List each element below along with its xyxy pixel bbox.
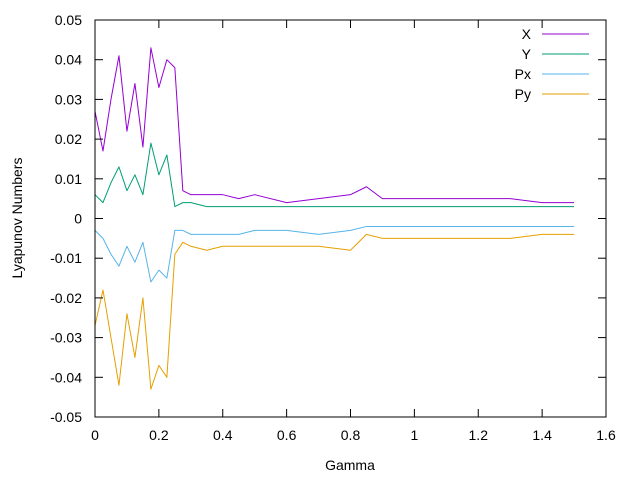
- x-tick-label: 1: [410, 427, 418, 443]
- series-line-y: [94, 142, 575, 208]
- y-tick-label: -0.03: [50, 330, 82, 346]
- legend-label-py: Py: [515, 86, 531, 102]
- series-line-px: [94, 225, 575, 283]
- x-tick-label: 0.4: [213, 427, 233, 443]
- y-tick-label: 0.03: [55, 91, 82, 107]
- y-tick-label: -0.05: [50, 409, 82, 425]
- y-tick-label: 0.04: [55, 52, 82, 68]
- y-tick-label: 0: [74, 211, 82, 227]
- x-tick-label: 1.6: [596, 427, 616, 443]
- legend-label-y: Y: [522, 46, 532, 62]
- y-tick-label: -0.01: [50, 250, 82, 266]
- legend-label-px: Px: [515, 66, 531, 82]
- x-tick-label: 0: [91, 427, 99, 443]
- y-axis-label: Lyapunov Numbers: [9, 158, 25, 279]
- series-line-py: [94, 233, 575, 390]
- y-tick-label: -0.02: [50, 290, 82, 306]
- plot-lines: [94, 47, 575, 390]
- y-tick-label: 0.01: [55, 171, 82, 187]
- x-tick-label: 0.8: [341, 427, 361, 443]
- x-tick-label: 1.2: [469, 427, 489, 443]
- y-tick-label: -0.04: [50, 369, 82, 385]
- y-tick-label: 0.05: [55, 12, 82, 28]
- axis-tick-labels: 0 0.2 0.4 0.6 0.8 1 1.2 1.4 1.6 -0.05 -0.04 -0.03 -0…: [50, 12, 616, 443]
- axis-ticks: [94, 19, 607, 418]
- x-axis-label: Gamma: [325, 457, 375, 473]
- x-tick-label: 0.6: [277, 427, 297, 443]
- x-tick-label: 0.2: [149, 427, 169, 443]
- legend-label-x: X: [522, 26, 532, 42]
- x-tick-label: 1.4: [532, 427, 552, 443]
- y-tick-label: 0.02: [55, 131, 82, 147]
- legend: XY Px Py: [515, 26, 589, 102]
- series-line-x: [94, 47, 575, 204]
